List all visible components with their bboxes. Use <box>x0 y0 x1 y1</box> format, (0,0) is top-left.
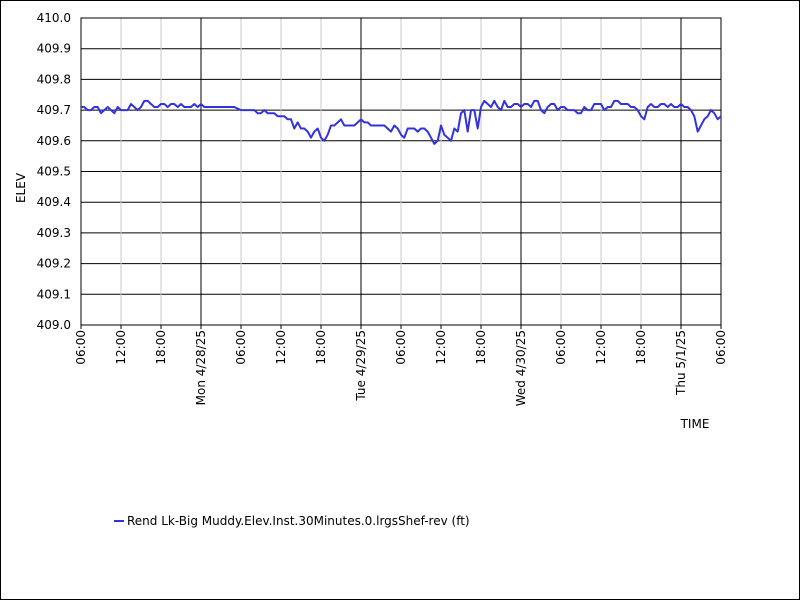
y-tick-label: 410.0 <box>37 11 71 25</box>
y-tick-label: 409.3 <box>37 226 71 240</box>
x-tick-labels: 06:00 12:00 18:00 Mon 4/28/25 06:00 12:00 18:0… <box>74 330 728 406</box>
x-tick-label: Tue 4/29/25 <box>354 330 368 402</box>
x-tick-label: Mon 4/28/25 <box>194 330 208 405</box>
x-tick-label: 12:00 <box>434 330 448 365</box>
x-axis-title: TIME <box>680 417 710 431</box>
grid-lines <box>80 18 722 329</box>
x-tick-label: 06:00 <box>74 330 88 365</box>
series-layer <box>81 99 722 145</box>
x-tick-label: Wed 4/30/25 <box>514 330 528 406</box>
y-tick-label: 409.0 <box>37 318 71 332</box>
plot-area-border <box>80 17 722 326</box>
series-line <box>81 99 722 145</box>
x-tick-label: 06:00 <box>554 330 568 365</box>
x-tick-label: 12:00 <box>114 330 128 365</box>
x-tick-label: 18:00 <box>474 330 488 365</box>
legend: Rend Lk-Big Muddy.Elev.Inst.30Minutes.0.… <box>114 514 470 528</box>
x-tick-label: 06:00 <box>234 330 248 365</box>
y-tick-label: 409.1 <box>37 287 71 301</box>
y-tick-label: 409.5 <box>37 165 71 179</box>
x-tick-label: 18:00 <box>314 330 328 365</box>
x-tick-label: 12:00 <box>594 330 608 365</box>
y-tick-label: 409.9 <box>37 42 71 56</box>
x-tick-label: Thu 5/1/25 <box>674 330 688 396</box>
y-tick-label: 409.8 <box>37 72 71 86</box>
y-tick-label: 409.4 <box>37 195 71 209</box>
x-tick-label: 06:00 <box>714 330 728 365</box>
x-tick-label: 12:00 <box>274 330 288 365</box>
y-axis-title: ELEV <box>14 172 28 203</box>
y-tick-label: 409.6 <box>37 134 71 148</box>
y-tick-label: 409.2 <box>37 257 71 271</box>
x-tick-label: 06:00 <box>394 330 408 365</box>
y-tick-label: 409.7 <box>37 103 71 117</box>
x-tick-label: 18:00 <box>154 330 168 365</box>
y-tick-labels: 410.0 409.9 409.8 409.7 409.6 409.5 409.4 409.3… <box>37 11 71 332</box>
legend-label: Rend Lk-Big Muddy.Elev.Inst.30Minutes.0.… <box>127 514 470 528</box>
x-tick-label: 18:00 <box>634 330 648 365</box>
